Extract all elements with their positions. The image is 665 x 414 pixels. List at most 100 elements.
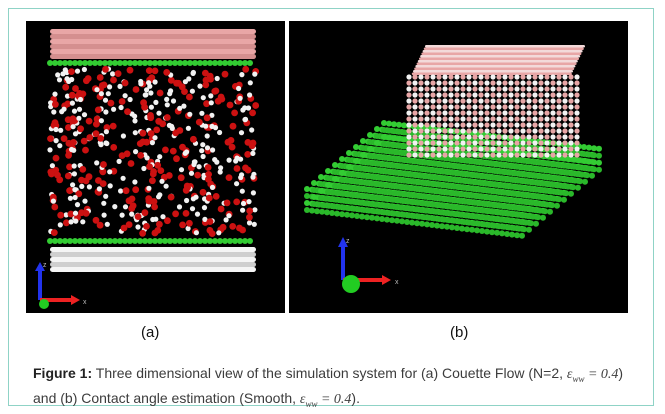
green-atom bbox=[367, 187, 373, 194]
block-atom bbox=[406, 128, 412, 134]
block-atom bbox=[466, 128, 472, 134]
green-atom bbox=[360, 145, 366, 151]
green-atom bbox=[479, 228, 485, 234]
green-atom bbox=[372, 187, 378, 194]
green-atom bbox=[434, 222, 440, 229]
block-atom bbox=[490, 134, 496, 140]
green-atom bbox=[484, 228, 490, 235]
oxygen-atom bbox=[122, 187, 130, 195]
x-axis-label: x bbox=[83, 299, 87, 306]
green-atom bbox=[436, 216, 442, 222]
block-atom bbox=[514, 74, 520, 80]
block-atom bbox=[526, 140, 532, 146]
block-atom bbox=[526, 134, 532, 140]
hydrogen-atom bbox=[209, 112, 215, 118]
green-atom bbox=[353, 158, 359, 164]
green-atom bbox=[446, 183, 452, 189]
hydrogen-atom bbox=[101, 212, 107, 218]
green-atom bbox=[579, 171, 585, 178]
green-atom bbox=[346, 164, 352, 170]
hydrogen-atom bbox=[194, 211, 201, 217]
green-atom bbox=[512, 204, 518, 211]
green-atom bbox=[396, 121, 402, 128]
block-atom bbox=[508, 122, 514, 128]
green-atom bbox=[419, 186, 425, 193]
hydrogen-atom bbox=[120, 133, 126, 139]
block-atom bbox=[484, 152, 490, 158]
green-atom bbox=[487, 201, 493, 208]
white-wall-row bbox=[50, 267, 256, 272]
block-atom bbox=[550, 122, 556, 128]
block-atom bbox=[412, 116, 418, 122]
green-atom bbox=[379, 147, 385, 154]
green-atom bbox=[374, 181, 380, 188]
green-atom bbox=[502, 169, 508, 176]
green-atom bbox=[556, 162, 562, 168]
green-atom bbox=[410, 165, 416, 171]
green-atom bbox=[478, 180, 484, 186]
hydrogen-atom bbox=[157, 154, 163, 160]
axis-triad-icon: z x bbox=[35, 262, 87, 309]
green-atom bbox=[311, 201, 317, 207]
green-atom bbox=[321, 202, 327, 209]
green-atom bbox=[346, 150, 352, 156]
green-atom bbox=[325, 182, 331, 188]
oxygen-atom bbox=[177, 174, 185, 182]
block-atom bbox=[472, 80, 478, 86]
hydrogen-atom bbox=[103, 140, 109, 146]
green-atom bbox=[433, 208, 439, 215]
z-axis-label: z bbox=[346, 238, 350, 245]
block-atom bbox=[478, 92, 484, 98]
green-atom bbox=[52, 238, 58, 244]
green-atom bbox=[494, 195, 500, 202]
hydrogen-atom bbox=[72, 210, 79, 216]
green-atom bbox=[522, 205, 528, 212]
block-atom bbox=[472, 74, 478, 80]
block-atom bbox=[442, 116, 448, 122]
block-atom bbox=[538, 86, 544, 92]
z-axis-arrowhead bbox=[338, 237, 348, 247]
green-atom bbox=[509, 197, 515, 204]
green-atom bbox=[414, 186, 420, 192]
green-atom bbox=[474, 193, 480, 200]
green-atom bbox=[167, 238, 173, 244]
pink-wall-row bbox=[50, 34, 256, 39]
oxygen-atom bbox=[124, 108, 131, 115]
oxygen-atom bbox=[96, 221, 104, 229]
block-atom bbox=[496, 98, 502, 104]
green-atom bbox=[386, 120, 392, 127]
green-atom bbox=[391, 176, 397, 183]
block-atom bbox=[556, 128, 562, 134]
green-atom bbox=[576, 157, 582, 164]
green-atom bbox=[386, 141, 392, 148]
block-atom bbox=[430, 92, 436, 98]
oxygen-atom bbox=[85, 117, 93, 125]
oxygen-atom bbox=[242, 65, 250, 73]
green-atom bbox=[535, 214, 541, 221]
green-atom bbox=[323, 195, 329, 202]
oxygen-atom bbox=[167, 76, 175, 84]
green-atom bbox=[339, 211, 345, 218]
block-atom bbox=[544, 110, 550, 116]
green-atom bbox=[373, 201, 379, 208]
block-atom bbox=[460, 122, 466, 128]
green-atom bbox=[473, 179, 479, 186]
block-atom bbox=[550, 98, 556, 104]
green-atom bbox=[227, 238, 233, 244]
block-atom bbox=[454, 98, 460, 104]
green-atom bbox=[369, 214, 375, 221]
green-atom bbox=[511, 190, 517, 197]
block-atom bbox=[562, 152, 568, 158]
green-atom bbox=[550, 181, 556, 188]
green-atom bbox=[463, 212, 469, 219]
green-atom bbox=[567, 177, 573, 183]
oxygen-atom bbox=[51, 203, 59, 211]
block-atom bbox=[466, 104, 472, 110]
block-atom bbox=[442, 92, 448, 98]
green-atom bbox=[351, 205, 357, 212]
block-atom bbox=[460, 80, 466, 86]
oxygen-atom bbox=[212, 87, 220, 95]
block-atom bbox=[502, 74, 508, 80]
green-atom bbox=[518, 184, 524, 191]
green-atom bbox=[437, 161, 443, 168]
